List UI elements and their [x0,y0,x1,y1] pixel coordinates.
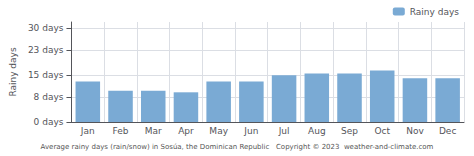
svg-text:Rainy days: Rainy days [410,7,460,17]
svg-text:23 days: 23 days [28,45,64,55]
svg-text:30 days: 30 days [28,23,64,33]
svg-text:15 days: 15 days [28,70,64,80]
svg-text:Dec: Dec [439,126,456,136]
svg-text:Jun: Jun [243,126,258,136]
svg-text:Nov: Nov [406,126,424,136]
svg-text:Aug: Aug [308,126,326,136]
svg-text:Sep: Sep [341,126,358,136]
svg-text:Jul: Jul [278,126,290,136]
svg-text:Rainy days: Rainy days [8,47,18,97]
svg-text:0 days: 0 days [34,117,64,127]
svg-text:Apr: Apr [178,126,194,136]
svg-text:Average rainy days (rain/snow): Average rainy days (rain/snow) in Sosúa,… [41,143,434,151]
svg-text:Mar: Mar [145,126,162,136]
svg-text:May: May [209,126,228,136]
svg-text:Oct: Oct [374,126,390,136]
svg-text:8 days: 8 days [34,92,64,102]
svg-text:Feb: Feb [113,126,129,136]
svg-text:Jan: Jan [80,126,95,136]
